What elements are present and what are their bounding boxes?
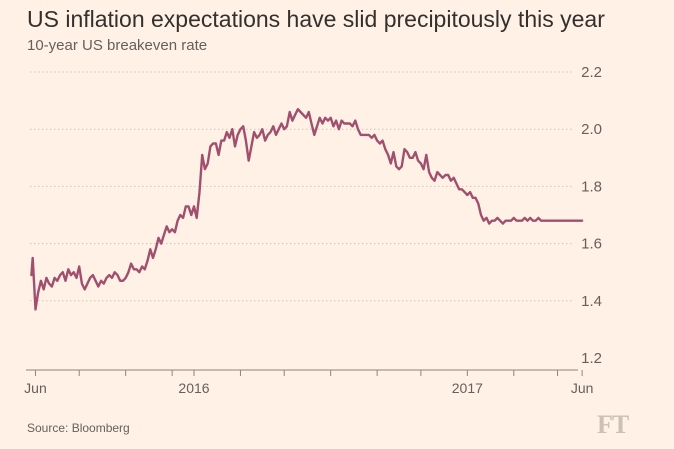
y-tick-label: 2.2 <box>581 64 602 81</box>
grid-layer <box>30 71 574 302</box>
y-tick-label: 1.6 <box>581 236 602 253</box>
y-tick-label: 1.2 <box>581 350 602 367</box>
y-tick-label: 1.8 <box>581 178 602 195</box>
series-line <box>30 108 584 311</box>
x-tick-label: 2016 <box>178 380 209 396</box>
axis-layer: 1.2 1.4 1.6 1.8 2.0 2.2 Jun 2016 2017 Jun <box>24 64 602 396</box>
x-tick-label: Jun <box>571 380 594 396</box>
series-layer <box>30 108 584 311</box>
y-tick-label: 1.4 <box>581 293 602 310</box>
ft-logo: FT <box>597 410 629 439</box>
source-note: Source: Bloomberg <box>27 421 130 435</box>
chart-subtitle: 10-year US breakeven rate <box>27 37 208 54</box>
x-tick-label: 2017 <box>452 380 483 396</box>
x-tick-label: Jun <box>24 380 47 396</box>
chart-title: US inflation expectations have slid prec… <box>27 6 605 32</box>
y-tick-label: 2.0 <box>581 121 602 138</box>
